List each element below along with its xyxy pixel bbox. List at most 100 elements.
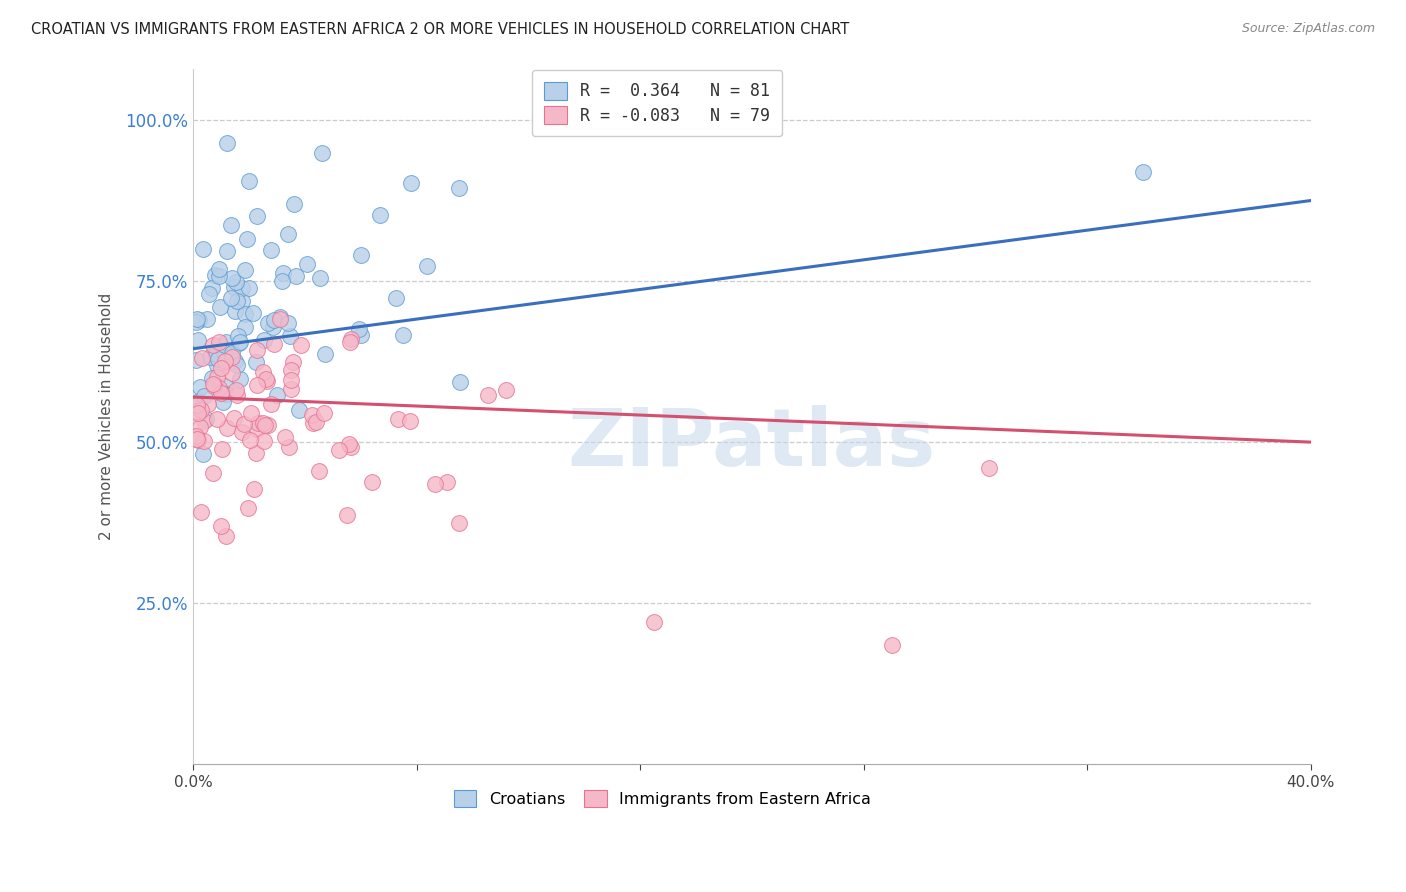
Point xyxy=(246,378,269,392)
Point xyxy=(225,275,247,289)
Point xyxy=(252,333,274,347)
Point xyxy=(280,373,302,387)
Point xyxy=(207,351,229,366)
Point xyxy=(242,306,264,320)
Point xyxy=(215,529,238,543)
Point xyxy=(229,334,252,349)
Point xyxy=(224,353,246,368)
Point xyxy=(387,412,409,426)
Point xyxy=(209,518,232,533)
Point xyxy=(259,243,281,257)
Point xyxy=(212,345,235,359)
Point xyxy=(184,353,207,368)
Point xyxy=(233,319,256,334)
Point xyxy=(447,180,470,194)
Point xyxy=(263,313,285,327)
Point xyxy=(880,638,903,652)
Text: ZIPatlas: ZIPatlas xyxy=(568,405,936,483)
Point xyxy=(208,334,231,349)
Point xyxy=(198,351,221,365)
Point xyxy=(262,320,284,334)
Point xyxy=(236,232,259,246)
Point xyxy=(188,420,211,434)
Point xyxy=(233,308,256,322)
Text: Source: ZipAtlas.com: Source: ZipAtlas.com xyxy=(1241,22,1375,36)
Point xyxy=(190,505,212,519)
Point xyxy=(228,336,250,351)
Point xyxy=(252,416,274,430)
Point xyxy=(337,437,360,451)
Point xyxy=(399,414,422,428)
Point xyxy=(236,501,259,516)
Point xyxy=(246,343,269,357)
Point xyxy=(340,332,363,346)
Point xyxy=(193,389,215,403)
Point xyxy=(221,367,243,381)
Point xyxy=(449,375,471,389)
Point xyxy=(187,406,209,420)
Point xyxy=(226,293,249,308)
Point xyxy=(191,242,214,256)
Point xyxy=(280,363,302,377)
Point xyxy=(257,316,280,330)
Point xyxy=(361,475,384,489)
Point xyxy=(208,300,231,314)
Point xyxy=(193,434,215,448)
Point xyxy=(224,303,246,318)
Point xyxy=(231,425,253,439)
Point xyxy=(277,440,299,454)
Point xyxy=(201,281,224,295)
Point xyxy=(190,402,212,417)
Point xyxy=(209,384,232,399)
Point xyxy=(208,261,231,276)
Point xyxy=(495,383,517,397)
Point xyxy=(215,420,238,434)
Point xyxy=(186,404,208,418)
Point xyxy=(225,388,247,402)
Point xyxy=(201,376,224,391)
Point xyxy=(391,327,413,342)
Point xyxy=(231,293,253,308)
Point xyxy=(202,338,225,352)
Point xyxy=(221,351,243,365)
Point xyxy=(233,263,256,277)
Point xyxy=(245,445,267,459)
Point xyxy=(208,268,231,283)
Point xyxy=(197,397,219,411)
Point xyxy=(328,442,350,457)
Point xyxy=(198,287,221,301)
Point xyxy=(195,312,218,326)
Point xyxy=(309,271,332,285)
Point xyxy=(305,415,328,429)
Point xyxy=(254,371,277,385)
Point xyxy=(340,440,363,454)
Point xyxy=(347,322,370,336)
Point xyxy=(277,316,299,330)
Point xyxy=(301,416,323,430)
Point xyxy=(219,291,242,305)
Point xyxy=(253,434,276,448)
Point xyxy=(211,395,233,409)
Point xyxy=(399,177,422,191)
Point xyxy=(187,393,209,408)
Legend: Croatians, Immigrants from Eastern Africa: Croatians, Immigrants from Eastern Afric… xyxy=(446,782,879,815)
Point xyxy=(226,329,249,343)
Point xyxy=(214,379,236,393)
Point xyxy=(339,335,361,350)
Point xyxy=(368,208,391,222)
Point xyxy=(283,196,305,211)
Point xyxy=(260,396,283,410)
Point xyxy=(416,259,439,273)
Point xyxy=(246,209,269,223)
Point xyxy=(221,346,243,360)
Point xyxy=(477,387,499,401)
Point xyxy=(191,351,214,365)
Point xyxy=(238,174,260,188)
Point xyxy=(271,274,294,288)
Point xyxy=(231,281,253,295)
Point xyxy=(350,327,373,342)
Point xyxy=(290,338,312,352)
Point xyxy=(194,412,217,426)
Point xyxy=(274,430,297,444)
Point xyxy=(187,333,209,347)
